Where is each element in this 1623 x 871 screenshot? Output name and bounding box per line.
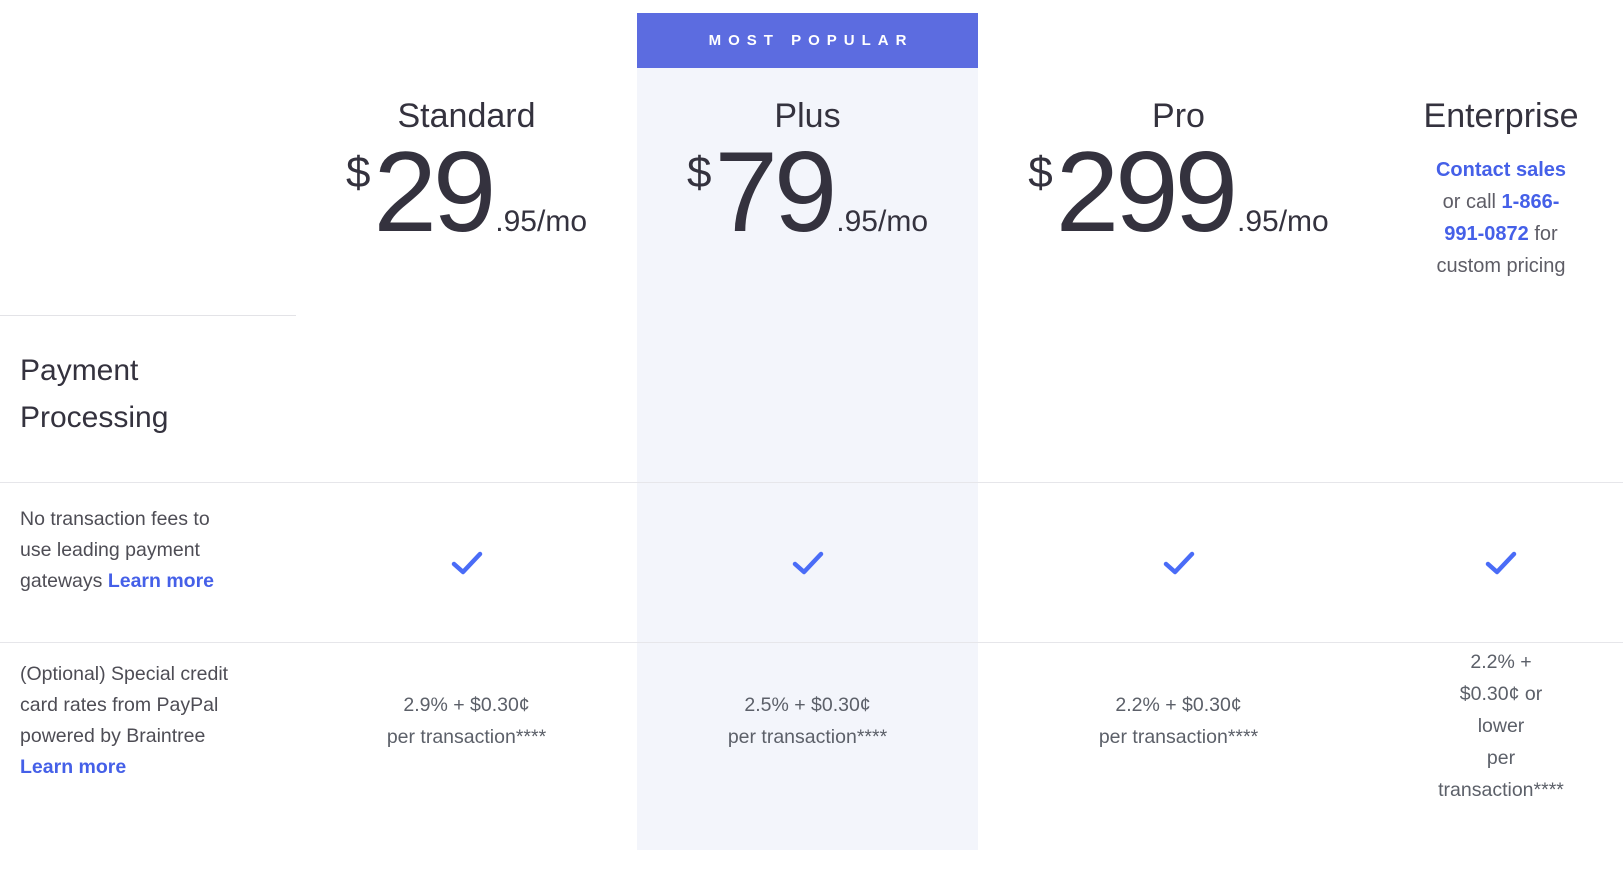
section-title-line: Processing — [20, 401, 169, 434]
price-amount: 29 — [373, 129, 496, 256]
rate-value: 2.2% + $0.30¢ — [1115, 694, 1242, 716]
price-cents: .95 — [836, 205, 878, 238]
price-period: /mo — [878, 205, 929, 238]
plan-name-standard: Standard — [397, 97, 536, 135]
plan-header-row: Standard $ 29 .95 /mo Plus $ 79 .95 /mo — [0, 0, 1623, 315]
rate-unit: per transaction**** — [1098, 726, 1259, 748]
price-period: /mo — [1278, 205, 1329, 238]
rate-value: 2.5% + $0.30¢ — [744, 694, 871, 716]
rate-line: 2.2% + — [1470, 651, 1532, 673]
empty-cell — [978, 315, 1379, 482]
check-icon — [792, 551, 823, 575]
feature-label-no-transaction-fees: No transaction fees to use leading payme… — [0, 483, 296, 642]
call-prefix: or call — [1442, 191, 1502, 213]
phone-link[interactable]: 1-866- — [1501, 191, 1560, 213]
section-row-payment-processing: Payment Processing — [0, 315, 1623, 482]
pricing-grid: Standard $ 29 .95 /mo Plus $ 79 .95 /mo — [0, 0, 1623, 850]
plan-column-enterprise: Enterprise Contact sales or call 1-866- … — [1379, 0, 1623, 315]
empty-cell — [296, 315, 637, 482]
section-title-line: Payment — [20, 354, 139, 387]
rate-unit: per transaction**** — [386, 726, 547, 748]
currency-sign: $ — [686, 148, 712, 197]
check-cell-plus — [637, 483, 978, 642]
check-cell-enterprise — [1379, 483, 1623, 642]
check-icon — [1485, 551, 1517, 575]
rate-unit: per transaction**** — [727, 726, 888, 748]
rate-value: 2.9% + $0.30¢ — [403, 694, 530, 716]
currency-sign: $ — [345, 148, 371, 197]
empty-cell — [1379, 315, 1623, 482]
contact-sales-link[interactable]: Contact sales — [1435, 159, 1567, 181]
plan-price-plus: $ 79 .95 /mo — [686, 129, 929, 256]
plus-column-highlight — [637, 68, 978, 850]
plan-column-plus: Plus $ 79 .95 /mo — [637, 0, 978, 315]
rate-cell-enterprise: 2.2% + $0.30¢ or lower per transaction**… — [1379, 643, 1623, 850]
price-amount: 299 — [1055, 129, 1238, 256]
contact-line: 991-0872 for — [1436, 218, 1566, 250]
plan-name-plus: Plus — [774, 97, 841, 135]
price-cents: .95 — [495, 205, 537, 238]
price-period: /mo — [537, 205, 588, 238]
rate-cell-pro: 2.2% + $0.30¢ per transaction**** — [978, 643, 1379, 850]
check-icon — [451, 551, 482, 575]
header-spacer — [0, 0, 296, 315]
most-popular-banner: MOST POPULAR — [637, 13, 978, 68]
contact-line: custom pricing — [1436, 250, 1566, 282]
empty-cell — [637, 315, 978, 482]
section-title-payment-processing: Payment Processing — [0, 315, 296, 482]
rate-line: per — [1486, 747, 1516, 769]
feature-row-no-transaction-fees: No transaction fees to use leading payme… — [0, 482, 1623, 642]
learn-more-link[interactable]: Learn more — [107, 570, 215, 592]
feature-text: (Optional) Special credit card rates fro… — [20, 663, 229, 747]
rate-line: transaction**** — [1438, 779, 1564, 801]
plan-column-standard: Standard $ 29 .95 /mo — [296, 0, 637, 315]
rate-cell-plus: 2.5% + $0.30¢ per transaction**** — [637, 643, 978, 850]
learn-more-link[interactable]: Learn more — [20, 756, 127, 778]
price-cents: .95 — [1236, 205, 1279, 238]
feature-row-paypal-rates: (Optional) Special credit card rates fro… — [0, 642, 1623, 850]
check-cell-pro — [978, 483, 1379, 642]
contact-line: or call 1-866- — [1436, 186, 1566, 218]
plan-name-pro: Pro — [1152, 97, 1205, 135]
check-icon — [1163, 551, 1194, 575]
price-amount: 79 — [714, 129, 837, 256]
call-suffix: for — [1528, 223, 1558, 245]
rate-line: $0.30¢ or — [1459, 683, 1543, 705]
feature-text: No transaction fees to use leading payme… — [20, 508, 210, 592]
custom-pricing-text: custom pricing — [1436, 255, 1566, 277]
phone-link[interactable]: 991-0872 — [1444, 223, 1529, 245]
rate-cell-standard: 2.9% + $0.30¢ per transaction**** — [296, 643, 637, 850]
rate-line: lower — [1477, 715, 1525, 737]
plan-price-pro: $ 299 .95 /mo — [1028, 129, 1329, 256]
plan-price-standard: $ 29 .95 /mo — [345, 129, 588, 256]
contact-line: Contact sales — [1436, 154, 1566, 186]
feature-label-paypal-rates: (Optional) Special credit card rates fro… — [0, 643, 296, 850]
plan-column-pro: Pro $ 299 .95 /mo — [978, 0, 1379, 315]
enterprise-contact-block: Contact sales or call 1-866- 991-0872 fo… — [1436, 154, 1566, 282]
plan-name-enterprise: Enterprise — [1423, 97, 1579, 135]
most-popular-label: MOST POPULAR — [708, 32, 914, 49]
check-cell-standard — [296, 483, 637, 642]
currency-sign: $ — [1028, 148, 1053, 197]
